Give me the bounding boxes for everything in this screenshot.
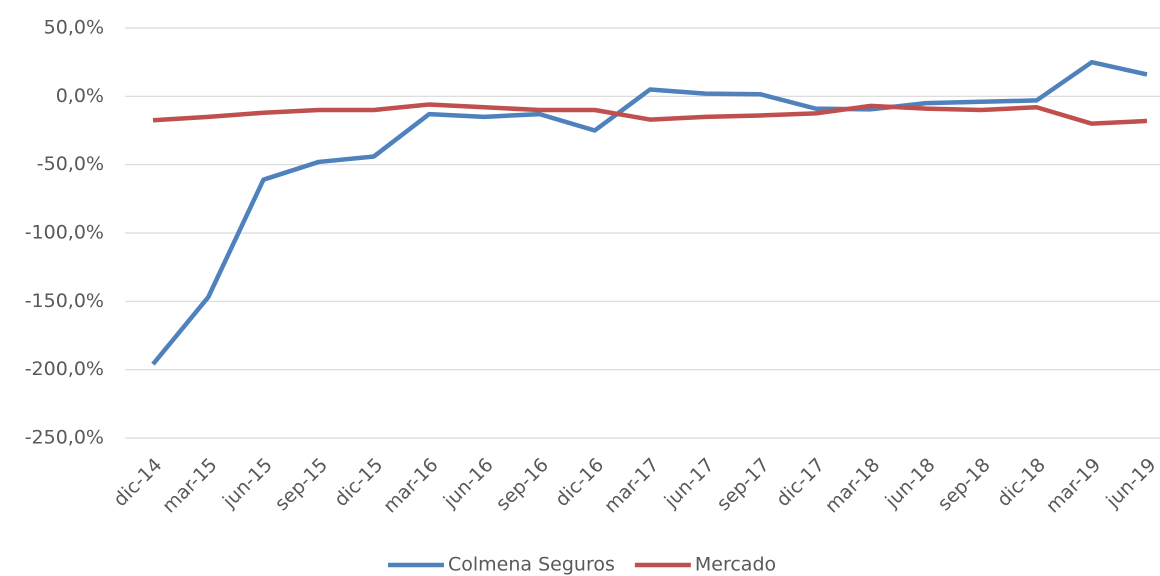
x-tick-label: mar-16	[379, 454, 442, 517]
x-tick-label: jun-15	[218, 454, 277, 513]
y-tick-label: -50,0%	[37, 153, 104, 175]
x-tick-label: sep-16	[492, 454, 553, 515]
x-tick-label: mar-17	[600, 454, 663, 517]
x-tick-label: sep-17	[713, 454, 774, 515]
line	[152, 102, 1148, 126]
x-tick-label: mar-15	[158, 454, 221, 517]
y-tick-label: 50,0%	[44, 17, 104, 39]
x-tick-label: mar-19	[1042, 454, 1105, 517]
y-tick-label: 0,0%	[56, 85, 104, 107]
x-tick-label: sep-15	[271, 454, 332, 515]
x-tick-label: jun-17	[660, 454, 719, 513]
y-tick-label: -250,0%	[25, 427, 104, 449]
x-tick-label: mar-18	[821, 454, 884, 517]
line	[151, 59, 1148, 366]
y-tick-label: -150,0%	[25, 290, 104, 312]
x-tick-label: jun-16	[439, 454, 498, 513]
y-tick-label: -200,0%	[25, 358, 104, 380]
x-tick-label: sep-18	[933, 454, 994, 515]
x-tick-label: jun-18	[881, 454, 940, 513]
x-tick-label: jun-19	[1101, 454, 1160, 513]
y-tick-label: -100,0%	[25, 222, 104, 244]
legend-label: Mercado	[695, 554, 776, 576]
legend-label: Colmena Seguros	[448, 554, 615, 576]
